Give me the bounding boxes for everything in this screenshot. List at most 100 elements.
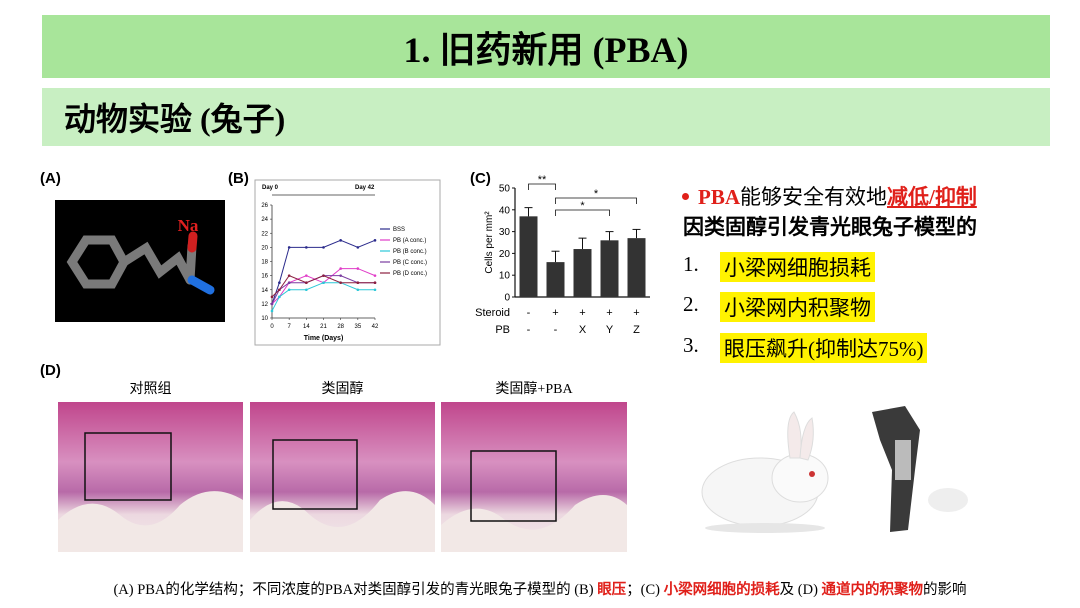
intro-emph: 减低/抑制: [887, 185, 977, 209]
y-tick-label: 20: [261, 245, 268, 251]
histology-caption: 类固醇: [321, 382, 364, 397]
point: [339, 274, 342, 277]
list-item: 眼压飙升(抑制达75%): [720, 333, 928, 363]
y-tick-label: 10: [261, 316, 268, 322]
point: [287, 246, 291, 249]
bar: [600, 240, 619, 297]
bar: [519, 216, 538, 297]
point: [373, 239, 377, 242]
point: [305, 288, 308, 292]
point: [287, 288, 291, 292]
x-tick-label: 7: [287, 324, 291, 330]
molecule-label: Na: [178, 216, 199, 235]
legend-label: PB (D conc.): [393, 271, 427, 277]
legend-label: BSS: [393, 227, 405, 233]
series-line: [271, 239, 376, 305]
caption-part: 及 (D): [779, 582, 822, 598]
significance-bracket: [555, 209, 610, 216]
panel-label: (D): [40, 362, 61, 379]
row-name: Steroid: [475, 307, 510, 319]
y-axis-label: Cells per mm²: [484, 211, 495, 274]
legend-label: PB (B conc.): [393, 249, 427, 255]
annotation: Day 0: [262, 185, 279, 191]
intro-drug: PBA: [698, 185, 740, 209]
significance-bracket: [528, 183, 556, 190]
intro-text: 能够安全有效地: [740, 185, 887, 209]
point: [356, 281, 360, 284]
series-line: [271, 282, 375, 312]
y-tick-label: 24: [261, 217, 268, 223]
caption-emph: 小梁网细胞的损耗: [663, 582, 780, 598]
point: [305, 274, 308, 277]
bar: [627, 238, 646, 297]
x-tick-label: 21: [320, 324, 327, 330]
x-tick-label: 35: [354, 324, 361, 330]
y-tick-label: 12: [261, 302, 268, 308]
point: [356, 246, 360, 249]
point: [287, 274, 291, 277]
bar: [573, 249, 592, 297]
histology-images: [58, 402, 627, 552]
point: [373, 288, 377, 292]
x-tick-label: 0: [270, 324, 274, 330]
point: [322, 281, 325, 284]
point: [278, 288, 281, 292]
point: [356, 267, 360, 270]
row-label: X: [579, 324, 587, 336]
bullet: [682, 193, 689, 200]
histology-caption: 对照组: [129, 382, 172, 397]
point: [270, 295, 274, 299]
row-label: -: [527, 324, 531, 336]
caption-part: 的影响: [923, 582, 967, 598]
x-tick-label: 28: [337, 324, 344, 330]
intro-line: PBA能够安全有效地减低/抑制: [698, 181, 977, 211]
subtitle: 动物实验 (兔子): [64, 101, 286, 137]
annotation: Day 42: [355, 185, 375, 191]
point: [373, 274, 377, 277]
y-tick-label: 22: [261, 231, 268, 237]
y-tick-label: 10: [499, 271, 511, 282]
caption-emph: 通道内的积聚物: [821, 582, 924, 598]
point: [305, 246, 308, 249]
point: [356, 288, 360, 292]
row-label: -: [527, 307, 531, 319]
list-item: 小梁网内积聚物: [720, 292, 875, 322]
subtitle-bar: 动物实验 (兔子): [42, 88, 1050, 146]
bar: [546, 262, 565, 297]
series-line: [271, 275, 375, 298]
title: 1. 旧药新用 (PBA): [403, 29, 689, 70]
point: [373, 281, 377, 284]
y-tick-label: 50: [499, 184, 511, 195]
significance-label: **: [538, 174, 547, 186]
list-number: 2.: [683, 292, 699, 316]
significance-label: *: [580, 200, 585, 212]
y-tick-label: 26: [261, 203, 268, 209]
y-tick-label: 16: [261, 274, 268, 280]
y-tick-label: 20: [499, 249, 511, 260]
list-number: 3.: [683, 333, 699, 357]
legend-label: PB (A conc.): [393, 238, 426, 244]
histology-caption: 类固醇+PBA: [495, 382, 573, 397]
point: [270, 309, 274, 313]
panel-label: (C): [470, 170, 491, 187]
significance-bracket: [555, 197, 637, 204]
point: [322, 246, 325, 249]
y-tick-label: 30: [499, 227, 511, 238]
row-label: +: [552, 307, 558, 319]
caption-part: (A) PBA的化学结构；不同浓度的PBA对类固醇引发的青光眼兔子模型的 (B): [113, 582, 598, 598]
rabbit-image: [701, 411, 829, 533]
oxygen: [187, 275, 215, 295]
figure-caption: (A) PBA的化学结构；不同浓度的PBA对类固醇引发的青光眼兔子模型的 (B)…: [0, 578, 1080, 599]
molecule-bg: [55, 200, 225, 322]
chart-frame: [254, 179, 441, 346]
row-label: +: [606, 307, 612, 319]
x-tick-label: 14: [303, 324, 310, 330]
point: [287, 281, 291, 284]
row-label: +: [579, 307, 585, 319]
list-number: 1.: [683, 252, 699, 276]
point: [278, 281, 281, 284]
caption-part: ；(C): [626, 582, 664, 598]
point: [339, 267, 342, 270]
